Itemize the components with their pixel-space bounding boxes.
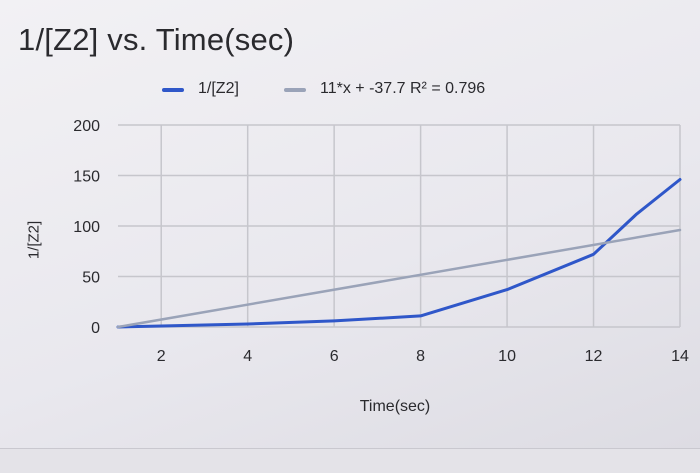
grid-lines bbox=[118, 124, 681, 328]
y-tick-label: 0 bbox=[91, 320, 100, 337]
spreadsheet-footer-strip bbox=[0, 448, 700, 473]
x-tick-label: 12 bbox=[585, 348, 603, 365]
trendline bbox=[116, 228, 682, 329]
chart-title: 1/[Z2] vs. Time(sec) bbox=[18, 22, 295, 57]
x-tick-label: 10 bbox=[498, 348, 516, 365]
x-tick-label: 2 bbox=[157, 348, 166, 365]
y-tick-label: 200 bbox=[73, 118, 100, 135]
y-tick-label: 150 bbox=[73, 169, 100, 186]
legend-label-series: 1/[Z2] bbox=[198, 80, 239, 97]
legend-swatch-series bbox=[162, 88, 184, 92]
legend-swatch-trendline bbox=[284, 88, 306, 92]
x-axis-label: Time(sec) bbox=[359, 398, 431, 415]
x-tick-label: 6 bbox=[330, 348, 339, 365]
x-tick-label: 4 bbox=[243, 348, 252, 365]
tick-labels: 0 50 100 150 200 2 4 6 8 10 12 14 bbox=[73, 118, 689, 365]
legend-label-trendline: 11*x + -37.7 R² = 0.796 bbox=[320, 80, 486, 97]
y-axis-label: 1/[Z2] bbox=[25, 220, 43, 260]
y-tick-label: 50 bbox=[82, 270, 100, 287]
x-tick-label: 14 bbox=[671, 348, 689, 365]
series-line-z2 bbox=[116, 178, 682, 329]
series-lines bbox=[116, 178, 682, 329]
x-tick-label: 8 bbox=[416, 348, 425, 365]
y-tick-label: 100 bbox=[73, 219, 100, 236]
